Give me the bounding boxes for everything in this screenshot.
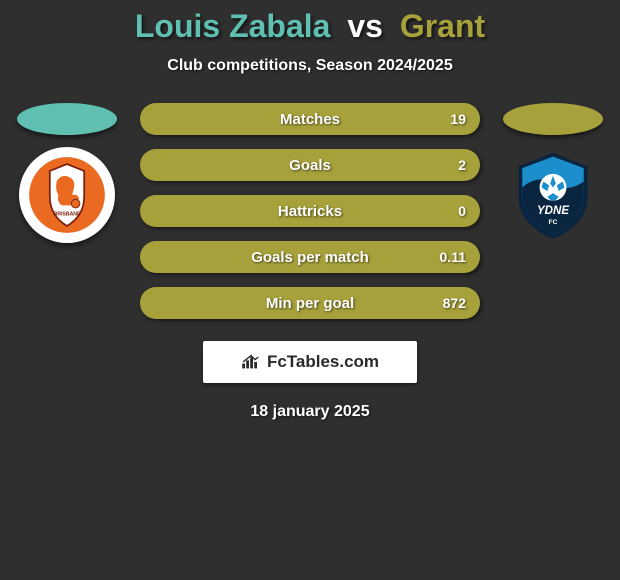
stat-row: Goals per match0.11 [140, 241, 480, 273]
player2-crest: YDNE FC [505, 147, 601, 243]
chart-icon [241, 354, 261, 370]
stat-row: Goals2 [140, 149, 480, 181]
stat-row: Hattricks0 [140, 195, 480, 227]
stat-label: Goals per match [140, 249, 480, 266]
svg-text:BRISBANE: BRISBANE [54, 212, 81, 218]
player1-crest: BRISBANE [19, 147, 115, 243]
svg-text:FC: FC [549, 219, 558, 226]
stat-label: Matches [140, 111, 480, 128]
stat-label: Hattricks [140, 203, 480, 220]
date-text: 18 january 2025 [250, 403, 369, 421]
player2-halo [503, 103, 603, 135]
player1-name: Louis Zabala [135, 8, 331, 44]
stat-label: Min per goal [140, 295, 480, 312]
stats-column: Matches19 Goals2 Hattricks0 Goals per match… [140, 103, 480, 319]
crest-right-icon: YDNE FC [505, 147, 601, 243]
stat-row: Matches19 [140, 103, 480, 135]
stat-value-right: 0.11 [440, 249, 466, 265]
subtitle: Club competitions, Season 2024/2025 [167, 57, 452, 75]
left-player-column: BRISBANE [12, 103, 122, 243]
page-title: Louis Zabala vs Grant [135, 8, 485, 45]
player1-halo [17, 103, 117, 135]
stat-value-right: 2 [458, 157, 466, 173]
crest-left-icon: BRISBANE [24, 152, 110, 238]
brand-text: FcTables.com [267, 352, 379, 372]
stat-label: Goals [140, 157, 480, 174]
stat-value-right: 0 [458, 203, 466, 219]
right-player-column: YDNE FC [498, 103, 608, 243]
brand-badge[interactable]: FcTables.com [203, 341, 417, 383]
player2-name: Grant [400, 8, 485, 44]
stat-value-right: 872 [443, 295, 466, 311]
main-comparison-row: BRISBANE Matches19 Goals2 Hattricks0 Goals … [0, 103, 620, 319]
stat-value-right: 19 [450, 111, 466, 127]
stat-row: Min per goal872 [140, 287, 480, 319]
svg-text:YDNE: YDNE [537, 205, 569, 217]
vs-text: vs [347, 8, 383, 44]
